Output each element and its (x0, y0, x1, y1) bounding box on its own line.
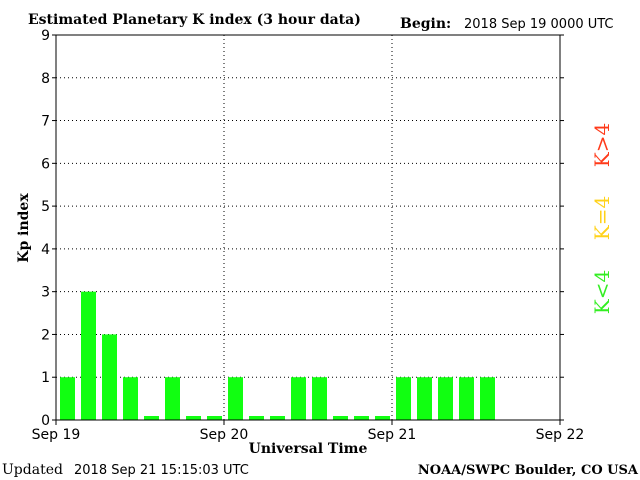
bar (375, 416, 390, 420)
source-label: NOAA/SWPC Boulder, CO USA (418, 463, 639, 478)
bar (480, 377, 495, 420)
y-axis-ticks: 0 1 2 3 4 5 6 7 8 9 (41, 28, 564, 429)
legend-item: K<4 (590, 270, 614, 314)
x-tick-label: Sep 22 (536, 427, 585, 443)
updated-label: Updated (2, 462, 63, 478)
legend-label: K>4 (590, 123, 614, 167)
x-axis-label: Universal Time (249, 441, 368, 457)
x-tick-label: Sep 19 (32, 427, 81, 443)
begin-value: 2018 Sep 19 0000 UTC (464, 17, 614, 32)
y-axis-label: Kp index (16, 193, 32, 263)
bar (165, 377, 180, 420)
legend-item: K=4 (590, 196, 614, 240)
chart-title: Estimated Planetary K index (3 hour data… (28, 12, 361, 28)
begin-label: Begin: (400, 16, 451, 32)
y-tick-label: 9 (41, 28, 50, 44)
bar (144, 416, 159, 420)
y-tick-label: 1 (41, 370, 50, 386)
x-tick-label: Sep 21 (368, 427, 417, 443)
bar (333, 416, 348, 420)
grid-lines (56, 35, 560, 420)
bar (249, 416, 264, 420)
y-tick-label: 4 (41, 242, 50, 258)
x-tick-label: Sep 20 (200, 427, 249, 443)
plot-frame (55, 34, 561, 421)
bar (438, 377, 453, 420)
y-tick-label: 5 (41, 199, 50, 215)
y-tick-label: 2 (41, 327, 50, 343)
bar (459, 377, 474, 420)
updated-value: 2018 Sep 21 15:15:03 UTC (74, 463, 249, 478)
bar (60, 377, 75, 420)
bar (396, 377, 411, 420)
bar (312, 377, 327, 420)
y-tick-label: 7 (41, 114, 50, 130)
bar (417, 377, 432, 420)
legend-label: K=4 (590, 196, 614, 240)
bar (81, 291, 96, 420)
y-tick-label: 0 (41, 413, 50, 429)
bar (270, 416, 285, 420)
bar (228, 377, 243, 420)
bar (102, 334, 117, 420)
bar (186, 416, 201, 420)
legend: K>4 K=4 K<4 (590, 123, 614, 314)
legend-label: K<4 (590, 270, 614, 314)
legend-item: K>4 (590, 123, 614, 167)
y-tick-label: 8 (41, 71, 50, 87)
y-tick-label: 3 (41, 285, 50, 301)
bar (354, 416, 369, 420)
bar (207, 416, 222, 420)
x-axis-ticks: Sep 19 Sep 20 Sep 21 Sep 22 (32, 420, 585, 443)
bar (123, 377, 138, 420)
bar (291, 377, 306, 420)
y-tick-label: 6 (41, 156, 50, 172)
bars-group (60, 291, 495, 420)
